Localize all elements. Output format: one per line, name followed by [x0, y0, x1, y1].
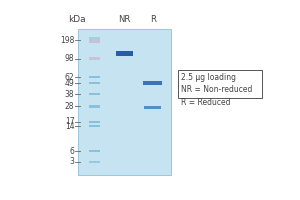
Bar — [144, 106, 161, 109]
Bar — [89, 125, 100, 127]
Bar — [89, 76, 100, 78]
Text: kDa: kDa — [68, 15, 86, 24]
Text: 6: 6 — [70, 147, 74, 156]
Text: 14: 14 — [65, 122, 74, 131]
Text: 2.5 μg loading
NR = Non-reduced
R = Reduced: 2.5 μg loading NR = Non-reduced R = Redu… — [181, 73, 252, 107]
Bar — [178, 70, 262, 98]
Text: 3: 3 — [70, 157, 74, 166]
Bar — [89, 37, 100, 40]
Text: 49: 49 — [65, 79, 74, 88]
Text: 38: 38 — [65, 90, 74, 99]
Text: 17: 17 — [65, 117, 74, 126]
Bar — [89, 57, 100, 60]
Text: 28: 28 — [65, 102, 74, 111]
Bar — [89, 150, 100, 152]
Bar — [89, 82, 100, 84]
Bar — [78, 29, 171, 175]
Text: NR: NR — [118, 15, 131, 24]
Bar — [116, 51, 134, 56]
Text: 198: 198 — [60, 36, 74, 45]
Bar — [89, 121, 100, 123]
Text: R: R — [150, 15, 155, 24]
Bar — [89, 40, 100, 43]
Bar — [89, 93, 100, 95]
Bar — [143, 81, 162, 85]
Bar — [89, 105, 100, 108]
Text: 98: 98 — [65, 54, 74, 63]
Text: 62: 62 — [65, 73, 74, 82]
Bar — [89, 161, 100, 163]
